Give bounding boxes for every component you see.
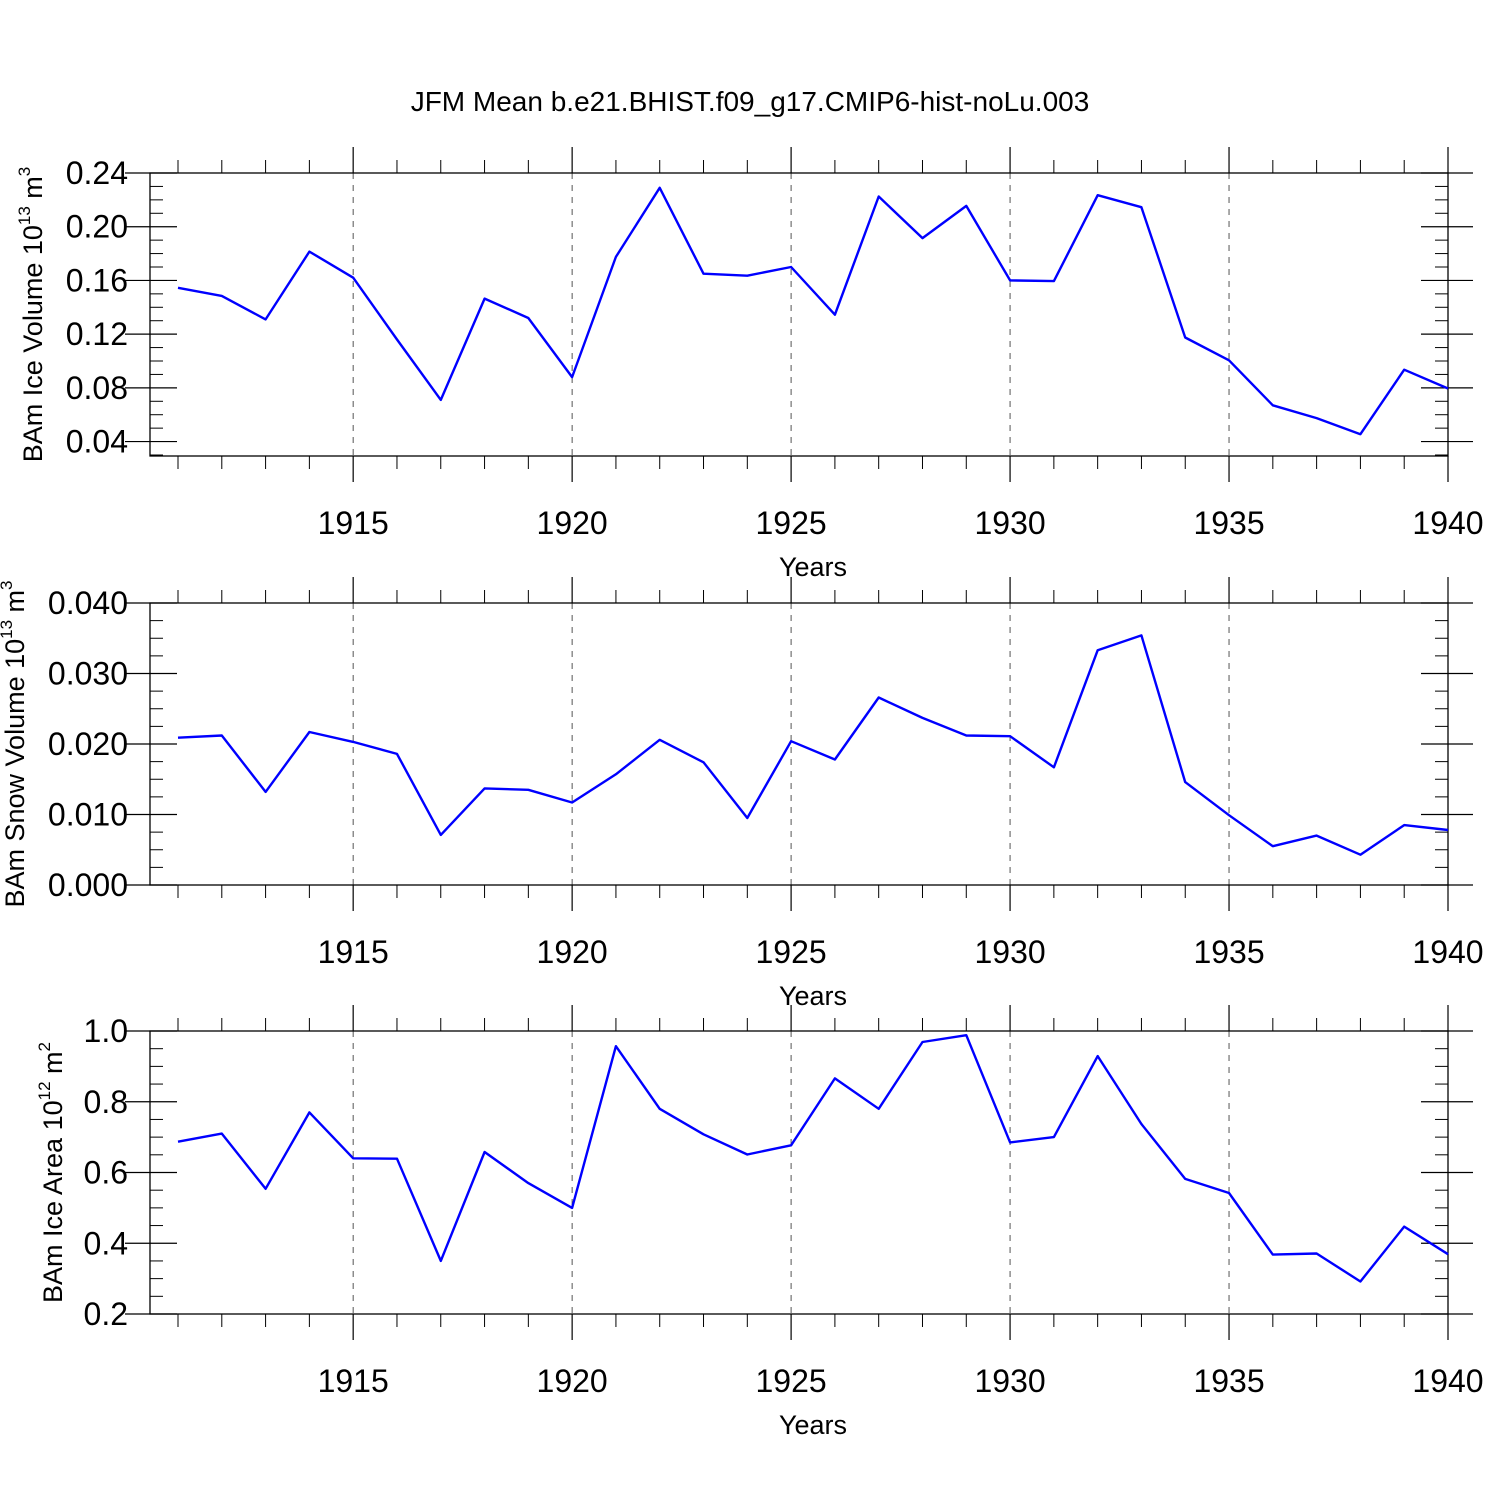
- plot-frame: [149, 172, 1449, 457]
- x-tick-label: 1915: [318, 1363, 389, 1399]
- panel-2: 1915 1920 1925 1930 1935 1940 Years 0.000 0.010 0…: [0, 577, 1484, 1011]
- plot-frame: [149, 1030, 1449, 1315]
- x-axis-title: Years: [779, 552, 847, 582]
- x-tick-label: 1930: [974, 934, 1045, 970]
- y-tick-label: 0.08: [66, 370, 128, 406]
- x-tick-label: 1940: [1412, 934, 1483, 970]
- y-tick-label: 0.010: [48, 797, 128, 833]
- y-axis-title: BAm Snow Volume 1013 m3: [0, 580, 30, 907]
- y-axis-title: BAm Ice Area 1012 m2: [35, 1042, 68, 1303]
- x-tick-label: 1940: [1412, 1363, 1483, 1399]
- y-tick-label: 0.6: [84, 1155, 128, 1191]
- x-tick-label: 1920: [537, 934, 608, 970]
- y-tick-label: 0.20: [66, 209, 128, 245]
- x-tick-label: 1930: [974, 505, 1045, 541]
- y-tick-label: 0.020: [48, 726, 128, 762]
- x-tick-label: 1940: [1412, 505, 1483, 541]
- panels: 1915 1920 1925 1930 1935 1940 Years 0.04 0.08 0.1…: [0, 147, 1484, 1440]
- y-tick-label: 1.0: [84, 1013, 128, 1049]
- y-tick-label: 0.040: [48, 585, 128, 621]
- y-tick-label: 0.04: [66, 424, 128, 460]
- x-axis-title: Years: [779, 981, 847, 1011]
- x-tick-label: 1935: [1193, 934, 1264, 970]
- y-tick-label: 0.24: [66, 155, 128, 191]
- series-line: [177, 634, 1449, 856]
- x-axis-title: Years: [779, 1410, 847, 1440]
- x-tick-label: 1925: [756, 505, 827, 541]
- y-tick-label: 0.000: [48, 867, 128, 903]
- x-tick-label: 1925: [756, 934, 827, 970]
- y-tick-label: 0.2: [84, 1296, 128, 1332]
- x-tick-label: 1930: [974, 1363, 1045, 1399]
- panel-1: 1915 1920 1925 1930 1935 1940 Years 0.04 0.08 0.1…: [15, 147, 1484, 582]
- series-line: [177, 1033, 1449, 1283]
- x-tick-label: 1920: [537, 1363, 608, 1399]
- series-line: [177, 186, 1449, 436]
- y-tick-label: 0.8: [84, 1084, 128, 1120]
- x-tick-label: 1915: [318, 505, 389, 541]
- y-axis-title: BAm Ice Volume 1013 m3: [15, 167, 48, 463]
- y-tick-label: 0.16: [66, 262, 128, 298]
- x-tick-label: 1935: [1193, 505, 1264, 541]
- y-tick-label: 0.4: [84, 1225, 128, 1261]
- y-tick-label: 0.12: [66, 316, 128, 352]
- page-title: JFM Mean b.e21.BHIST.f09_g17.CMIP6-hist-…: [411, 86, 1090, 117]
- x-tick-label: 1925: [756, 1363, 827, 1399]
- x-tick-label: 1935: [1193, 1363, 1264, 1399]
- x-tick-label: 1915: [318, 934, 389, 970]
- y-tick-label: 0.030: [48, 656, 128, 692]
- panel-3: 1915 1920 1925 1930 1935 1940 Years 0.2 0.4 0.6 0.…: [35, 1005, 1484, 1440]
- x-tick-label: 1920: [537, 505, 608, 541]
